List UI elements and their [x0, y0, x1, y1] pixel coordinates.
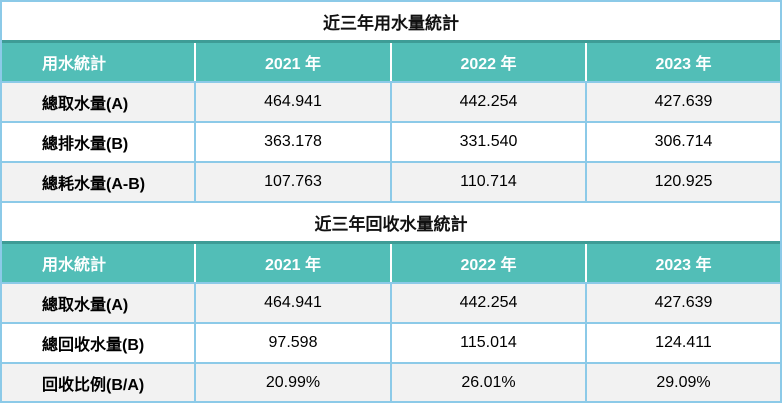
value-2023: 29.09% — [585, 364, 780, 401]
value-2022: 442.254 — [390, 83, 585, 121]
value-2022: 331.540 — [390, 123, 585, 161]
column-header-2023: 2023 年 — [585, 43, 780, 81]
row-label: 總回收水量(B) — [42, 337, 145, 354]
table-row-total-discharge: 總排水量(B) 363.178 331.540 306.714 — [2, 121, 780, 161]
column-header-2022: 2022 年 — [390, 244, 585, 282]
value-2023: 427.639 — [585, 83, 780, 121]
column-header-2021: 2021 年 — [194, 244, 390, 282]
value-2023: 427.639 — [585, 284, 780, 322]
value-2021: 20.99% — [194, 364, 390, 401]
table-row-recycle-ratio: 回收比例(B/A) 20.99% 26.01% 29.09% — [2, 362, 780, 401]
row-label: 總取水量(A) — [42, 96, 129, 113]
value-2022: 442.254 — [390, 284, 585, 322]
value-2022: 115.014 — [390, 324, 585, 362]
value-2022: 110.714 — [390, 163, 585, 201]
column-header-category: 用水統計 — [42, 257, 107, 274]
table-row-total-consumption: 總耗水量(A-B) 107.763 110.714 120.925 — [2, 161, 780, 203]
value-2023: 124.411 — [585, 324, 780, 362]
recycled-water-table-title: 近三年回收水量統計 — [2, 203, 780, 241]
column-header-category: 用水統計 — [42, 56, 107, 73]
row-label: 總排水量(B) — [42, 136, 129, 153]
recycled-water-table: 近三年回收水量統計 用水統計 2021 年 2022 年 2023 年 總取水量… — [2, 203, 780, 401]
table-row-total-intake: 總取水量(A) 464.941 442.254 427.639 — [2, 81, 780, 121]
value-2021: 464.941 — [194, 83, 390, 121]
recycled-water-header-row: 用水統計 2021 年 2022 年 2023 年 — [2, 241, 780, 282]
value-2023: 306.714 — [585, 123, 780, 161]
value-2023: 120.925 — [585, 163, 780, 201]
value-2021: 107.763 — [194, 163, 390, 201]
column-header-2022: 2022 年 — [390, 43, 585, 81]
column-header-2021: 2021 年 — [194, 43, 390, 81]
value-2021: 97.598 — [194, 324, 390, 362]
table-row-total-intake: 總取水量(A) 464.941 442.254 427.639 — [2, 282, 780, 322]
water-usage-header-row: 用水統計 2021 年 2022 年 2023 年 — [2, 40, 780, 81]
water-usage-table: 近三年用水量統計 用水統計 2021 年 2022 年 2023 年 總取水量(… — [2, 2, 780, 203]
value-2021: 363.178 — [194, 123, 390, 161]
row-label: 回收比例(B/A) — [42, 377, 145, 394]
row-label: 總取水量(A) — [42, 297, 129, 314]
row-label: 總耗水量(A-B) — [42, 176, 146, 193]
value-2021: 464.941 — [194, 284, 390, 322]
water-usage-table-title: 近三年用水量統計 — [2, 2, 780, 40]
value-2022: 26.01% — [390, 364, 585, 401]
table-row-total-recycled: 總回收水量(B) 97.598 115.014 124.411 — [2, 322, 780, 362]
column-header-2023: 2023 年 — [585, 244, 780, 282]
